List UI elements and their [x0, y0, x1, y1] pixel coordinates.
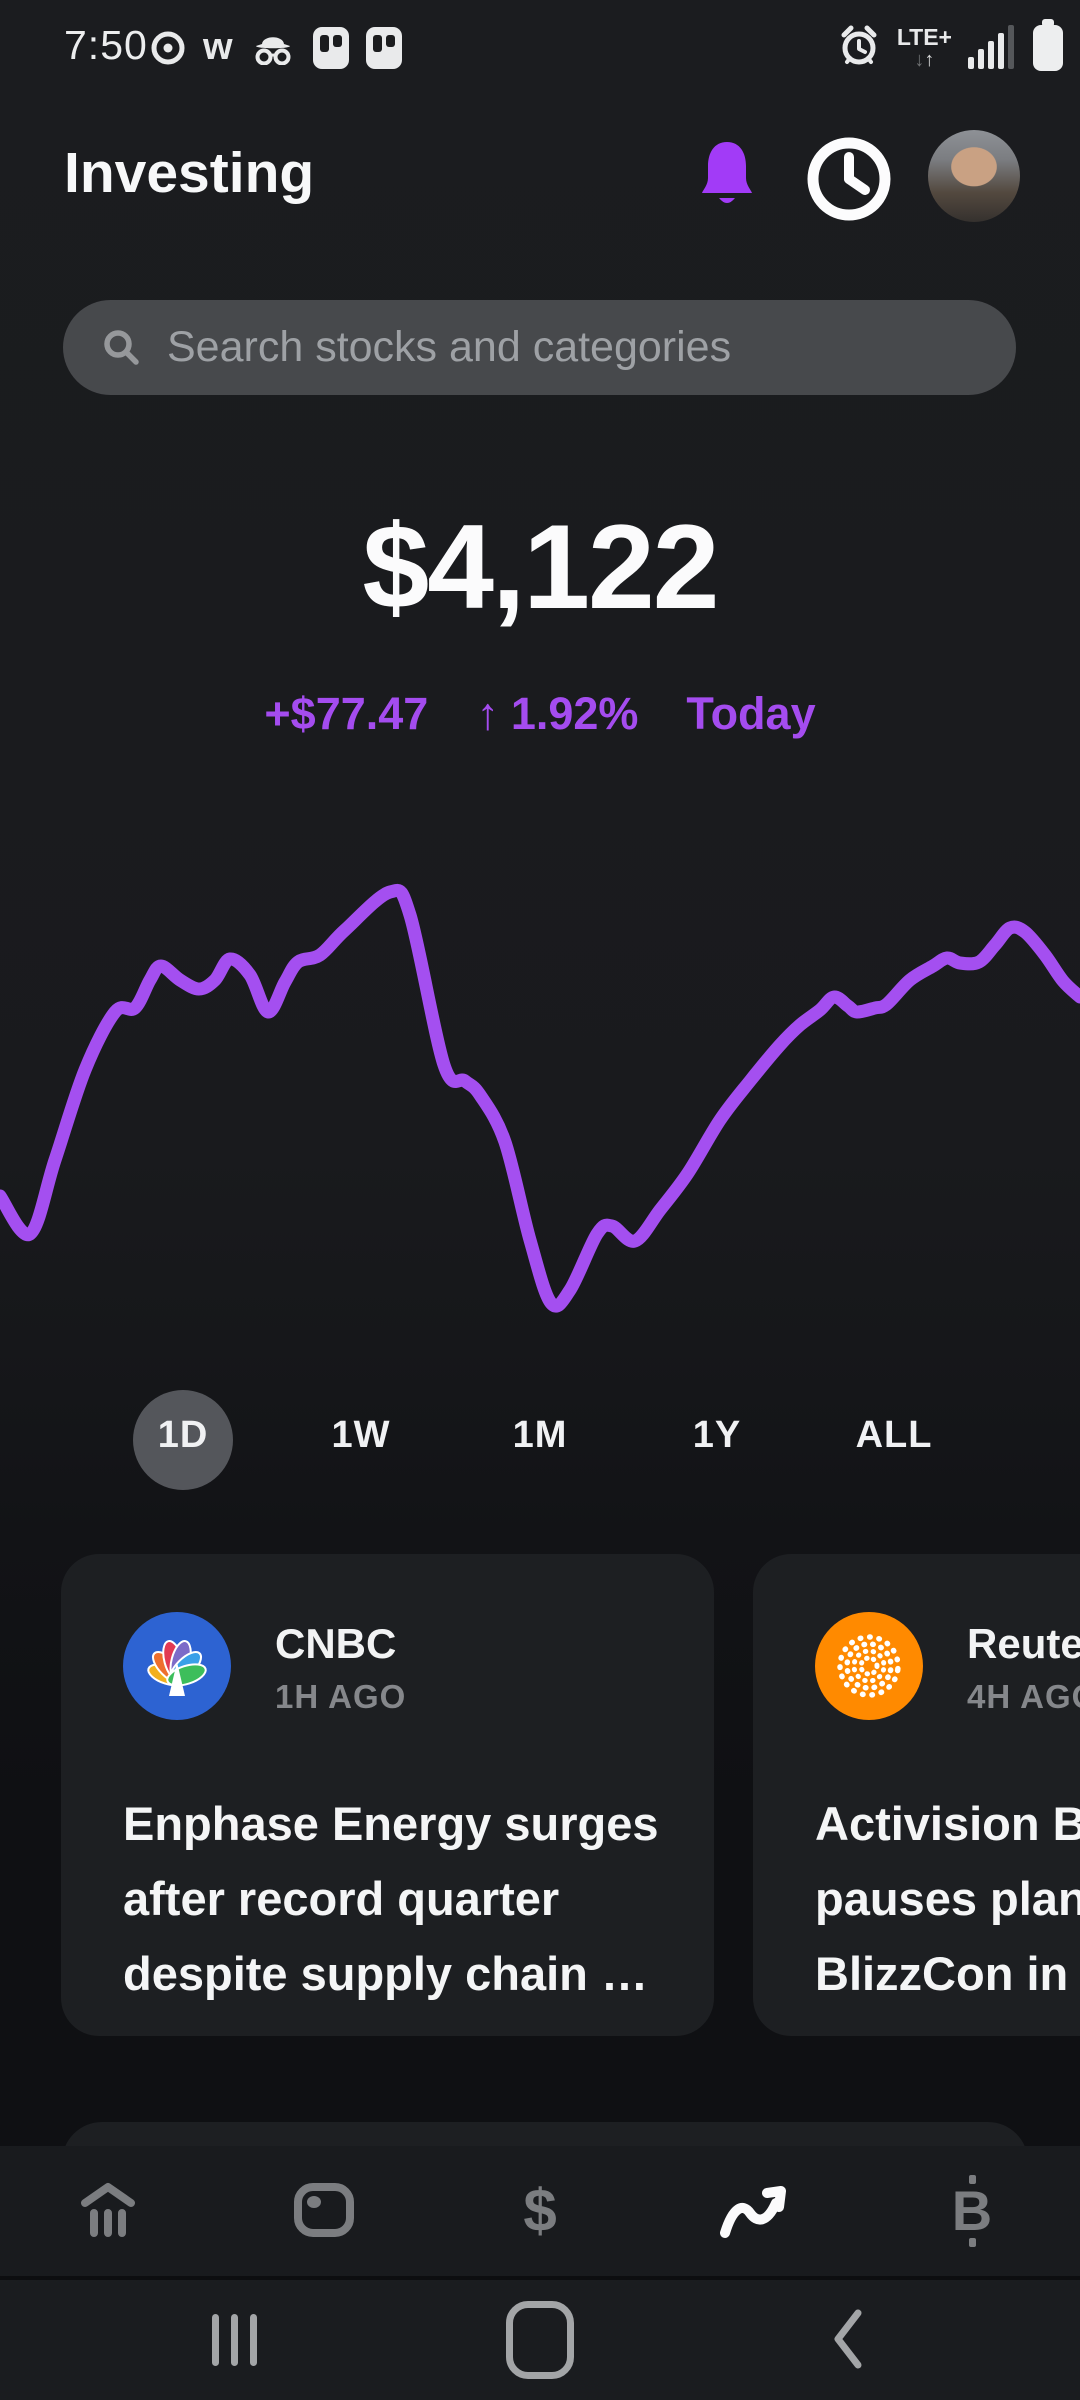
range-1w-button[interactable]: 1W	[291, 1414, 431, 1457]
tab-bar: $ B	[0, 2146, 1080, 2276]
back-icon	[828, 2306, 868, 2375]
range-1d-button[interactable]: 1D	[113, 1414, 253, 1457]
change-period: Today	[686, 688, 816, 739]
bell-icon	[698, 142, 756, 213]
news-headline: Activision Bl pauses plan BlizzCon in 2	[815, 1797, 1080, 2000]
recents-button[interactable]	[154, 2280, 314, 2400]
board-icon	[365, 26, 402, 74]
tab-bitcoin[interactable]: B	[902, 2146, 1042, 2276]
search-input[interactable]	[165, 322, 989, 373]
portfolio-change-row: +$77.47 ↑ 1.92% Today	[0, 688, 1080, 740]
status-indicators: LTE+ ↓↑	[837, 18, 1064, 78]
notifications-bell-button[interactable]	[698, 140, 756, 213]
dollar-icon: $	[523, 2177, 557, 2244]
bitcoin-icon: B	[951, 2175, 993, 2247]
news-source: Reuters	[967, 1620, 1080, 1667]
change-up-arrow-icon: ↑	[476, 688, 499, 739]
news-timestamp: 1H AGO	[275, 1678, 407, 1715]
history-clock-button[interactable]	[801, 130, 897, 229]
search-bar[interactable]	[63, 300, 1016, 395]
tab-money[interactable]: $	[470, 2146, 610, 2276]
timer-icon	[150, 30, 186, 71]
portfolio-balance: $4,122	[362, 500, 719, 634]
range-selected-pill	[133, 1390, 233, 1490]
news-headline: Enphase Energy surges after record quart…	[123, 1797, 659, 2000]
notification-icons: w	[150, 26, 402, 74]
tab-home[interactable]	[38, 2146, 178, 2276]
battery-icon	[1032, 18, 1064, 78]
profile-avatar[interactable]	[928, 130, 1020, 222]
wish-icon: w	[203, 26, 233, 68]
tab-investing[interactable]	[686, 2146, 826, 2276]
card-icon	[293, 2182, 355, 2241]
network-type: LTE+ ↓↑	[896, 24, 952, 71]
data-up-arrow-icon: ↑	[924, 49, 935, 71]
portfolio-chart[interactable]	[0, 860, 1080, 1360]
data-down-arrow-icon: ↓	[914, 49, 925, 71]
news-source: CNBC	[275, 1620, 397, 1667]
range-all-button[interactable]: ALL	[824, 1414, 964, 1457]
back-button[interactable]	[768, 2280, 928, 2400]
reuters-logo	[815, 1611, 923, 1725]
page-title: Investing	[64, 141, 315, 205]
news-card-cnbc[interactable]: CNBC 1H AGO Enphase Energy surges after …	[61, 1554, 714, 2036]
cnbc-logo	[123, 1611, 231, 1725]
system-navigation-bar	[0, 2280, 1080, 2400]
tab-card[interactable]	[254, 2146, 394, 2276]
range-1m-button[interactable]: 1M	[470, 1414, 610, 1457]
nav-divider	[0, 2276, 1080, 2280]
bank-icon	[76, 2181, 140, 2242]
news-timestamp: 4H AGO	[967, 1678, 1080, 1715]
board-icon	[312, 26, 349, 74]
change-amount: +$77.47	[264, 688, 429, 739]
search-icon	[104, 329, 139, 365]
status-time: 7:50	[64, 22, 148, 68]
recents-icon	[211, 2314, 257, 2366]
home-button[interactable]	[460, 2280, 620, 2400]
range-1y-button[interactable]: 1Y	[647, 1414, 787, 1457]
trend-icon	[717, 2177, 795, 2246]
clock-icon	[801, 137, 897, 229]
change-percent: 1.92%	[510, 688, 639, 739]
alarm-icon	[837, 24, 881, 73]
signal-icon	[968, 23, 1016, 74]
news-card-reuters[interactable]: Reuters 4H AGO Activision Bl pauses plan…	[753, 1554, 1080, 2036]
home-icon	[506, 2301, 574, 2379]
incognito-icon	[250, 31, 296, 70]
